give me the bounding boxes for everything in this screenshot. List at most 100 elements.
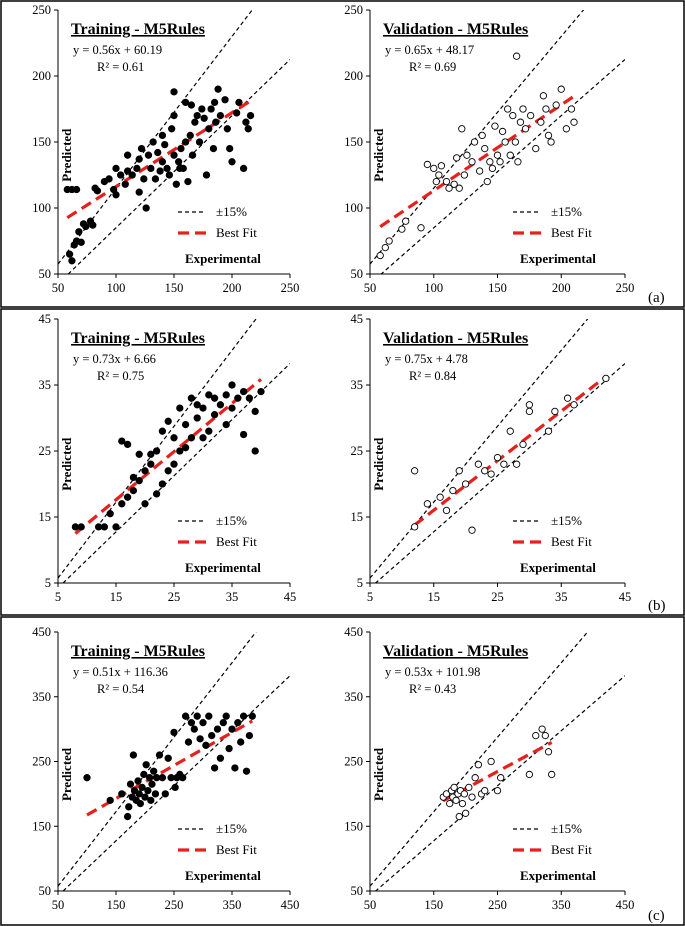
data-point xyxy=(135,477,143,485)
data-point xyxy=(432,177,440,186)
data-point xyxy=(142,761,150,769)
data-point xyxy=(532,144,540,153)
data-point xyxy=(452,796,460,804)
data-point xyxy=(410,523,419,531)
data-point xyxy=(170,111,178,120)
chart-c-validation: 50 150 250 350 450 50 150 250 350 450 Validation -… xyxy=(344,625,634,912)
data-point xyxy=(461,480,470,488)
x-axis-label: Experimental xyxy=(185,560,261,575)
chart-title: Training - M5Rules xyxy=(71,643,205,660)
data-point xyxy=(140,175,148,183)
data-point xyxy=(205,427,213,435)
data-points xyxy=(83,712,256,821)
data-points xyxy=(376,52,578,260)
y-tick-label: 100 xyxy=(32,201,51,215)
data-point xyxy=(123,167,132,175)
data-point xyxy=(77,523,85,531)
panel-row-a-frame xyxy=(0,0,685,308)
data-point xyxy=(512,52,521,60)
data-point xyxy=(239,164,248,173)
data-point xyxy=(148,780,156,788)
x-tick-label: 350 xyxy=(223,898,242,912)
data-point xyxy=(537,118,545,126)
data-point xyxy=(212,118,220,126)
data-point xyxy=(193,401,201,409)
y-tick-label: 250 xyxy=(344,3,363,17)
data-point xyxy=(196,735,204,743)
data-point xyxy=(164,754,172,762)
data-point xyxy=(193,712,201,720)
y-axis-label: Predicted xyxy=(371,747,386,801)
x-tick-label: 15 xyxy=(110,590,123,604)
data-point xyxy=(195,138,204,146)
data-point xyxy=(511,138,519,146)
data-point xyxy=(174,158,183,166)
data-point xyxy=(145,774,154,782)
data-point xyxy=(158,480,167,488)
data-point xyxy=(481,786,489,795)
data-point xyxy=(602,374,610,383)
data-point xyxy=(144,151,153,159)
legend-fit-label: Best Fit xyxy=(551,534,592,549)
data-point xyxy=(118,500,126,508)
y-tick-label: 25 xyxy=(351,444,364,458)
y-tick-label: 50 xyxy=(351,884,364,898)
data-point xyxy=(135,188,143,196)
data-point xyxy=(118,437,126,445)
data-point xyxy=(126,780,135,788)
y-tick-label: 200 xyxy=(32,69,51,83)
x-tick-label: 450 xyxy=(281,898,300,912)
data-point xyxy=(442,506,451,515)
data-point xyxy=(410,467,419,475)
data-point xyxy=(460,171,468,179)
data-point xyxy=(475,167,484,175)
data-point xyxy=(225,744,233,753)
data-point xyxy=(112,191,120,199)
data-point xyxy=(158,158,167,166)
data-point xyxy=(506,427,514,435)
r-squared: R² = 0.69 xyxy=(409,60,456,74)
y-tick-label: 450 xyxy=(344,625,363,639)
data-point xyxy=(75,228,83,236)
data-point xyxy=(125,803,133,811)
data-point xyxy=(237,738,245,746)
data-point xyxy=(187,101,196,109)
x-tick-label: 35 xyxy=(226,590,239,604)
r-squared: R² = 0.61 xyxy=(97,60,144,74)
x-tick-label: 250 xyxy=(488,898,507,912)
data-point xyxy=(544,131,553,140)
y-tick-label: 50 xyxy=(39,267,52,281)
data-point xyxy=(176,164,184,173)
fit-equation: y = 0.65x + 48.17 xyxy=(385,43,474,57)
data-point xyxy=(430,164,438,173)
data-point xyxy=(385,237,393,245)
data-point xyxy=(176,404,184,412)
data-point xyxy=(184,177,192,186)
data-point xyxy=(552,101,560,109)
chart-b-training: 5 15 25 35 45 5 15 25 35 45 Training - M5Rules y = … xyxy=(39,312,297,604)
data-point xyxy=(181,98,190,107)
data-point xyxy=(458,799,467,808)
data-point xyxy=(202,171,211,179)
data-point xyxy=(398,225,406,233)
y-axis-label: Predicted xyxy=(371,128,386,182)
charts-layer: 50 100 150 200 250 50 100 150 200 250 Training - M… xyxy=(32,3,635,912)
data-point xyxy=(77,238,85,246)
data-point xyxy=(251,407,259,416)
data-point xyxy=(210,394,219,402)
data-point xyxy=(525,770,534,779)
data-point xyxy=(129,486,138,495)
data-point xyxy=(506,151,514,159)
data-point xyxy=(242,118,250,126)
data-point xyxy=(170,728,178,737)
data-point xyxy=(123,493,132,501)
x-tick-label: 250 xyxy=(616,281,635,295)
data-point xyxy=(164,467,172,475)
data-point xyxy=(164,417,172,425)
data-point xyxy=(455,467,463,475)
data-point xyxy=(158,774,167,782)
data-point xyxy=(244,125,252,133)
data-point xyxy=(209,144,218,153)
data-point xyxy=(567,105,576,113)
